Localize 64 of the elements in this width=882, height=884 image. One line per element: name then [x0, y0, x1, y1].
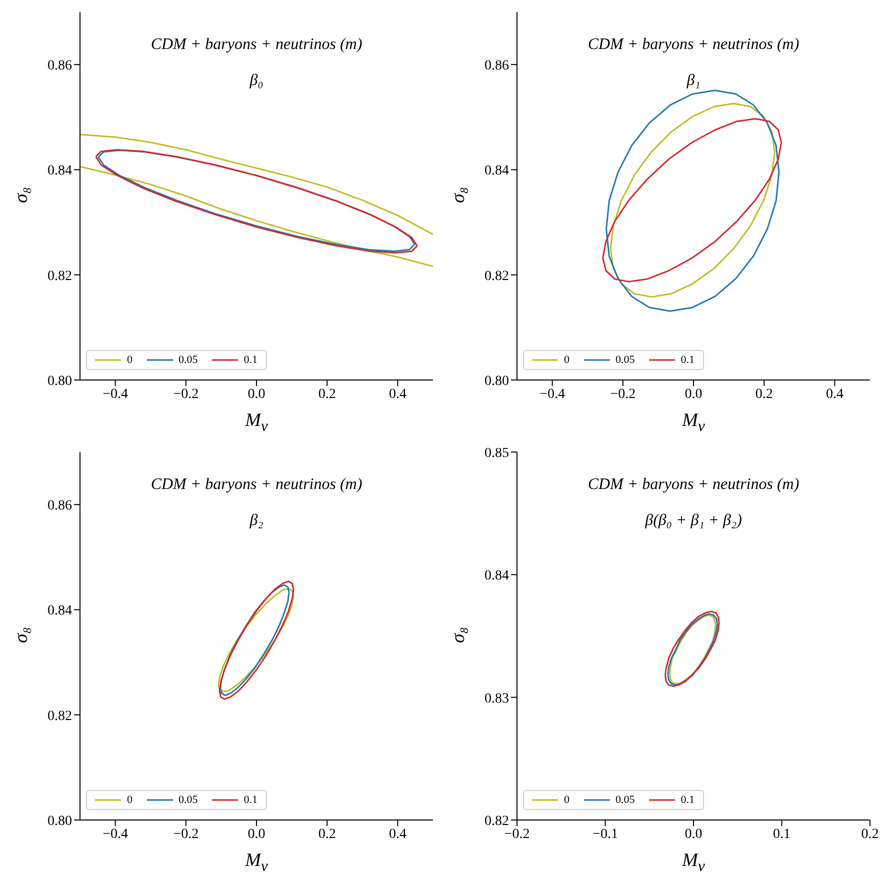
x-tick-label: 0.4 [388, 826, 406, 842]
y-tick-label: 0.84 [48, 604, 72, 619]
text: β₀ [248, 72, 264, 90]
text: β₂ [248, 512, 264, 530]
text: β(β₀ + β₁ + β₂) [644, 512, 743, 530]
y-axis-title: σ₈ [448, 626, 470, 645]
text: β₁ [686, 72, 702, 90]
x-tick-label: 0.0 [684, 826, 702, 842]
legend-label: 0.05 [178, 794, 198, 806]
y-tick-label: 0.84 [484, 164, 509, 179]
legend-label: 0 [564, 354, 570, 366]
legend-label: 0 [564, 794, 570, 806]
legend-label: 0.1 [244, 354, 258, 366]
y-tick-label: 0.80 [48, 814, 72, 829]
x-axis-title: M$_{ν}$ [244, 410, 269, 436]
x-tick-label: 0.0 [248, 386, 266, 402]
x-tick-label: 0.2 [861, 826, 879, 842]
x-axis-title: M$_{ν}$ [681, 410, 706, 436]
x-tick-label: −0.4 [102, 826, 128, 842]
y-tick-label: 0.80 [484, 374, 509, 389]
x-tick-label: −0.2 [504, 826, 530, 842]
y-tick-label: 0.82 [48, 268, 72, 284]
x-tick-label: 0.4 [826, 386, 844, 402]
y-tick-label: 0.80 [48, 374, 72, 389]
x-tick-label: 0.0 [684, 386, 702, 402]
legend-label: 0.1 [244, 794, 258, 806]
y-tick-label: 0.83 [484, 691, 509, 706]
legend-label: 0.05 [178, 354, 198, 366]
legend-label: 0.05 [616, 794, 635, 806]
y-axis-title: σ₈ [448, 186, 470, 205]
text: CDM + baryons + neutrinos (m) [586, 476, 800, 494]
y-tick-label: 0.82 [48, 708, 72, 724]
x-tick-label: −0.2 [173, 386, 199, 402]
x-axis-title: M$_{ν}$ [681, 850, 706, 876]
y-tick-label: 0.85 [484, 446, 509, 461]
x-tick-label: 0.4 [388, 386, 406, 402]
legend-label: 0.1 [680, 794, 694, 806]
x-tick-label: −0.2 [173, 826, 199, 842]
text: CDM + baryons + neutrinos (m) [150, 36, 364, 54]
y-tick-label: 0.82 [484, 814, 509, 829]
x-tick-label: 0.2 [755, 386, 773, 402]
y-tick-label: 0.84 [484, 568, 509, 584]
y-tick-label: 0.84 [48, 164, 72, 179]
y-tick-label: 0.86 [48, 498, 72, 514]
x-tick-label: 0.0 [248, 826, 266, 842]
x-tick-label: 0.1 [773, 826, 790, 842]
y-axis-title: σ₈ [11, 186, 33, 205]
y-tick-label: 0.86 [48, 58, 72, 74]
x-axis-title: M$_{ν}$ [244, 850, 269, 876]
y-tick-label: 0.82 [484, 268, 509, 284]
x-tick-label: −0.1 [592, 826, 618, 842]
legend-label: 0.1 [680, 354, 694, 366]
y-tick-label: 0.86 [484, 58, 509, 74]
x-tick-label: 0.2 [318, 826, 336, 842]
y-axis-title: σ₈ [11, 626, 33, 645]
x-tick-label: −0.4 [540, 386, 566, 402]
text: CDM + baryons + neutrinos (m) [586, 36, 800, 54]
legend-label: 0.05 [616, 354, 635, 366]
legend-label: 0 [127, 354, 132, 366]
text: CDM + baryons + neutrinos (m) [150, 476, 364, 494]
legend-label: 0 [127, 794, 132, 806]
x-tick-label: −0.4 [102, 386, 128, 402]
x-tick-label: −0.2 [610, 386, 636, 402]
x-tick-label: 0.2 [318, 386, 336, 402]
